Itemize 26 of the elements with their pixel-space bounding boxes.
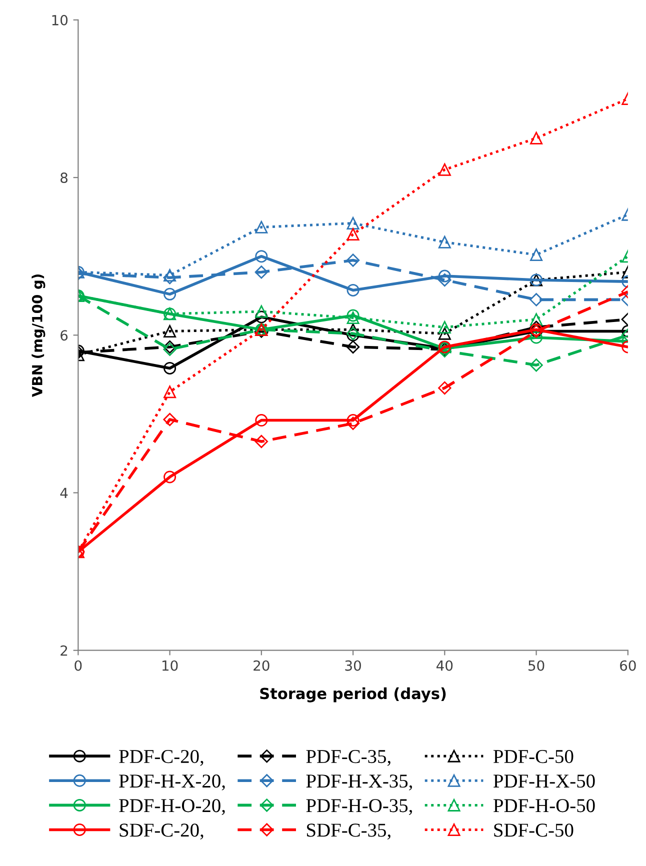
x-tick-label: 50 (528, 660, 544, 671)
x-tick-label: 30 (345, 660, 361, 671)
legend-label: SDF-C-35, (307, 824, 390, 840)
x-tick-label: 60 (620, 660, 636, 671)
legend-label: PDF-H-X-35, (306, 774, 412, 790)
legend-label: PDF-H-X-50 (493, 774, 595, 788)
x-tick-label: 10 (162, 660, 178, 671)
legend-label: SDF-C-20, (120, 824, 204, 840)
legend-label: PDF-C-20, (119, 750, 204, 766)
legend-label: SDF-C-50 (494, 824, 574, 837)
y-tick-label: 10 (52, 14, 68, 26)
y-tick-label: 4 (60, 488, 68, 498)
legend-label: PDF-H-O-20, (119, 799, 225, 815)
y-tick-label: 2 (60, 645, 68, 656)
y-axis-title: VBN (mg/100 g) (32, 274, 46, 397)
legend-label: PDF-C-50 (493, 750, 574, 764)
y-tick-label: 6 (60, 330, 68, 341)
x-tick-label: 40 (436, 660, 453, 671)
x-tick-label: 0 (74, 660, 82, 671)
x-tick-label: 20 (254, 660, 270, 671)
legend-label: PDF-H-X-20, (119, 774, 225, 790)
legend-label: PDF-H-O-35, (306, 799, 412, 815)
legend-label: PDF-H-O-50 (493, 799, 595, 812)
y-tick-label: 8 (60, 172, 68, 184)
x-axis-title: Storage period (days) (260, 687, 446, 702)
legend-label: PDF-C-35, (306, 750, 390, 766)
